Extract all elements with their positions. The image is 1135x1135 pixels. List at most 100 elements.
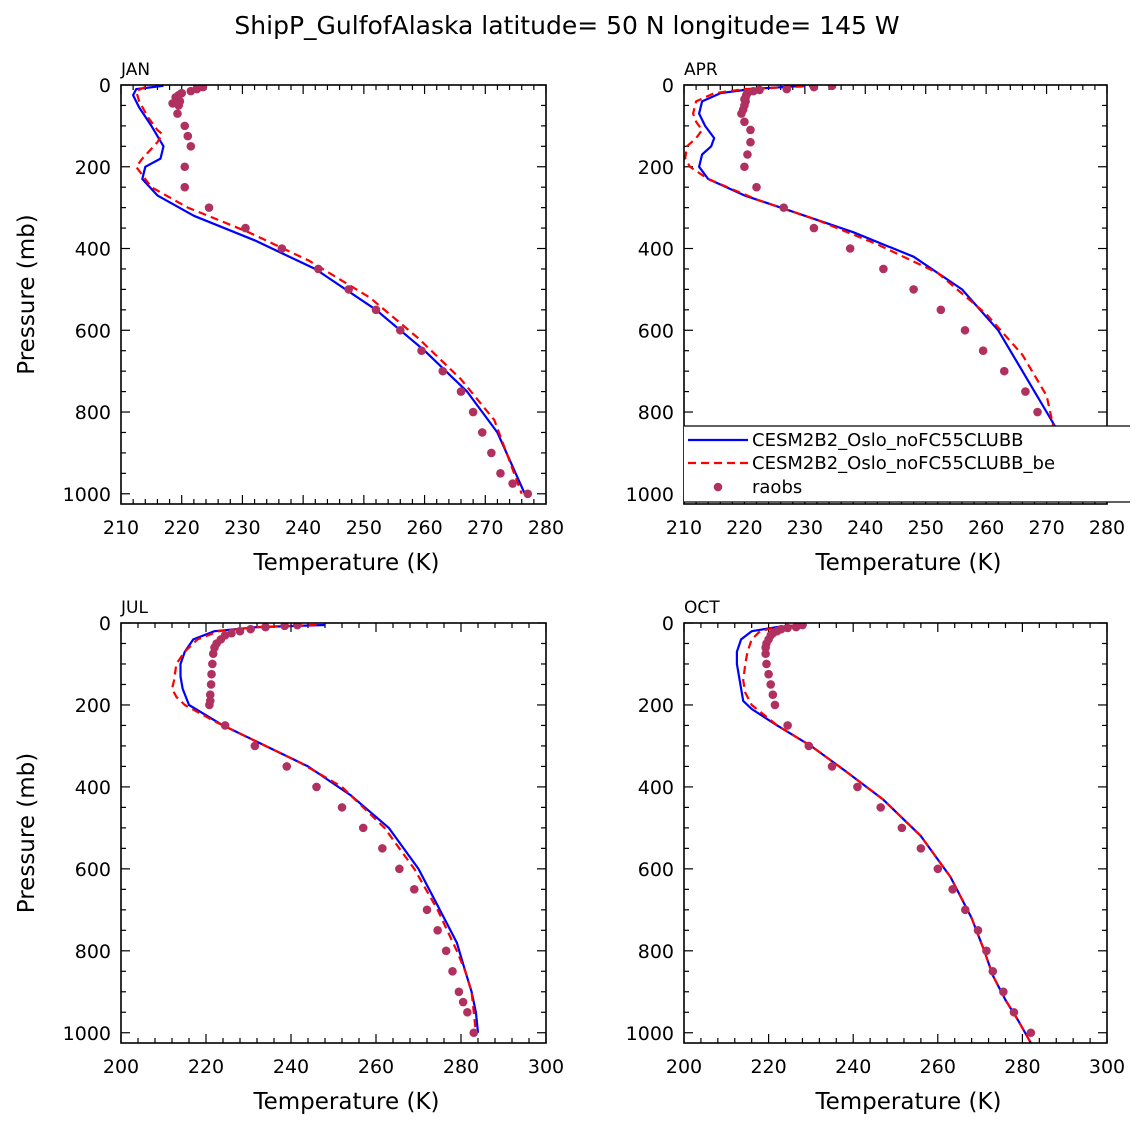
obs-point: [523, 489, 533, 499]
legend-label: raobs: [752, 477, 802, 498]
x-tick-label: 240: [285, 517, 321, 539]
obs-point: [180, 182, 190, 192]
x-tick-label: 230: [787, 517, 823, 539]
model2-line: [742, 623, 1032, 1043]
obs-point: [371, 305, 381, 315]
obs-point: [743, 150, 752, 159]
y-tick-label: 200: [75, 695, 111, 717]
plot-frame: [683, 84, 1108, 505]
y-tick-label: 200: [638, 157, 674, 179]
obs-point: [740, 162, 749, 172]
panel-jan: JAN 210 220 230 240 250 260 270 280 0 200 400 600 800…: [14, 60, 564, 576]
obs-point: [186, 86, 196, 96]
obs-point: [982, 946, 991, 956]
obs-point: [804, 741, 814, 751]
panel-title: APR: [684, 60, 718, 80]
obs-point: [468, 407, 478, 417]
obs-point: [766, 680, 776, 689]
x-tick-label: 280: [528, 517, 564, 539]
y-tick-label: 1000: [626, 484, 674, 506]
y-tick-label: 200: [75, 157, 111, 179]
obs-point: [344, 285, 353, 294]
x-tick-label: 260: [406, 517, 442, 539]
obs-point: [469, 1028, 479, 1038]
y-tick-label: 800: [75, 402, 111, 424]
x-tick-label: 260: [920, 1056, 956, 1078]
x-tick-label: 240: [273, 1056, 309, 1078]
y-tick-label: 0: [662, 75, 674, 97]
obs-point: [752, 182, 761, 192]
x-tick-label: 280: [443, 1056, 479, 1078]
x-tick-label: 270: [467, 517, 503, 539]
obs-point: [960, 325, 970, 335]
x-tick-label: 300: [1089, 1056, 1125, 1078]
y-tick-label: 800: [75, 941, 111, 963]
obs-point: [973, 926, 983, 935]
obs-point: [395, 325, 405, 335]
x-tick-label: 280: [1089, 517, 1125, 539]
panel-title: JAN: [120, 60, 150, 80]
obs-point: [204, 203, 214, 212]
x-axis-label: Temperature (K): [814, 550, 1001, 576]
panel-title: JUL: [120, 598, 148, 618]
plot-frame: [683, 622, 1108, 1044]
x-axis-label: Temperature (K): [252, 550, 439, 576]
obs-point: [422, 905, 432, 915]
obs-point: [779, 203, 789, 212]
obs-point: [458, 997, 468, 1007]
x-tick-label: 240: [847, 517, 883, 539]
x-tick-label: 200: [666, 1056, 702, 1078]
model2-line: [135, 85, 523, 495]
obs-point: [477, 428, 487, 437]
y-axis-label: Pressure (mb): [14, 753, 40, 913]
y-tick-label: 800: [638, 941, 674, 963]
x-tick-label: 220: [726, 517, 762, 539]
plot-area: [170, 623, 480, 1038]
obs-point: [770, 700, 780, 710]
obs-point: [879, 264, 888, 274]
obs-point: [746, 125, 755, 135]
obs-point: [809, 223, 819, 233]
x-tick-label: 210: [666, 517, 702, 539]
model1-line: [179, 623, 480, 1033]
obs-point: [180, 121, 190, 131]
obs-point: [762, 659, 771, 669]
obs-point: [220, 721, 230, 730]
obs-point: [205, 690, 215, 700]
y-tick-label: 800: [638, 402, 674, 424]
figure-title: ShipP_GulfofAlaska latitude= 50 N longit…: [234, 11, 899, 40]
model2-line: [684, 85, 1093, 495]
obs-point: [180, 162, 190, 172]
y-tick-label: 400: [75, 777, 111, 799]
obs-point: [409, 885, 419, 894]
obs-point: [1033, 407, 1042, 417]
obs-point: [783, 721, 792, 730]
model1-line: [735, 623, 1032, 1043]
legend-background: [684, 426, 1130, 502]
x-axis-label: Temperature (K): [814, 1089, 1001, 1115]
obs-point: [282, 762, 292, 771]
x-tick-label: 220: [750, 1056, 786, 1078]
obs-point: [358, 823, 368, 833]
obs-point: [277, 244, 287, 253]
y-tick-label: 400: [638, 239, 674, 261]
obs-point: [782, 85, 792, 94]
obs-point: [448, 966, 457, 976]
obs-point: [999, 987, 1008, 997]
obs-point: [207, 669, 216, 679]
y-tick-label: 400: [75, 239, 111, 261]
obs-point: [1021, 387, 1030, 396]
obs-point: [809, 85, 819, 92]
x-tick-label: 200: [103, 1056, 139, 1078]
obs-point: [293, 623, 302, 630]
obs-point: [206, 680, 216, 689]
obs-point: [205, 700, 214, 710]
x-tick-label: 240: [835, 1056, 871, 1078]
plot-frame: [120, 84, 547, 505]
x-tick-label: 270: [1028, 517, 1064, 539]
obs-point: [916, 844, 926, 853]
legend-label: CESM2B2_Oslo_noFC55CLUBB_be: [752, 453, 1055, 474]
obs-point: [876, 803, 885, 812]
y-tick-label: 1000: [63, 1023, 111, 1045]
model1-line: [697, 85, 1096, 495]
